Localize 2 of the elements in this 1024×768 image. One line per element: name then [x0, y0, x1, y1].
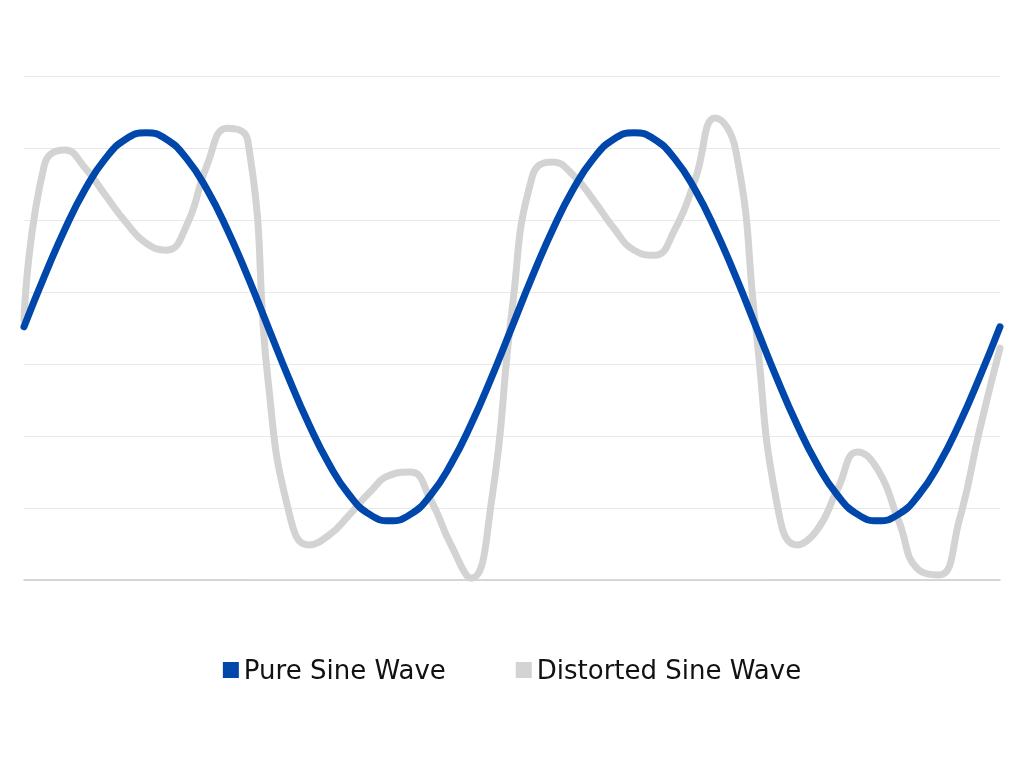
- legend-label: Pure Sine Wave: [243, 655, 446, 685]
- legend-label: Distorted Sine Wave: [536, 655, 802, 685]
